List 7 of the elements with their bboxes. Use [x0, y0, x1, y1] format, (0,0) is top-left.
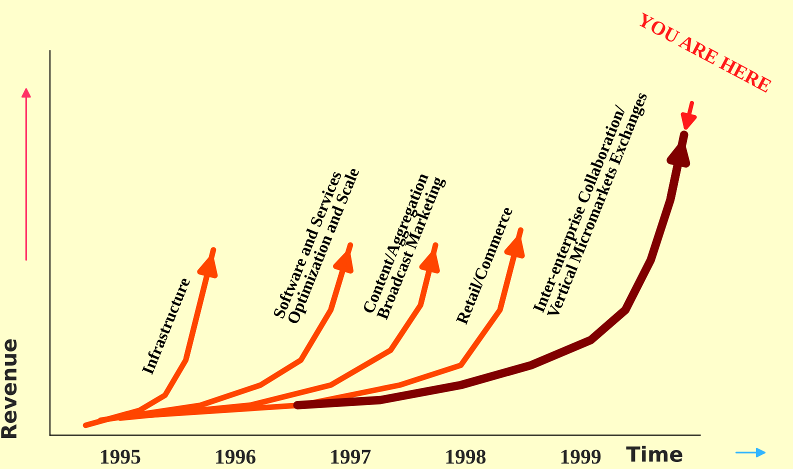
x-tick-label: 1999: [561, 450, 601, 464]
x-tick-label: 1995: [101, 450, 140, 464]
x-axis-title: Time: [626, 446, 682, 462]
y-axis-title: Revenue: [1, 339, 17, 438]
x-tick-label: 1998: [446, 450, 486, 464]
x-tick-label: 1996: [216, 450, 256, 464]
x-tick-label: 1997: [331, 450, 371, 464]
